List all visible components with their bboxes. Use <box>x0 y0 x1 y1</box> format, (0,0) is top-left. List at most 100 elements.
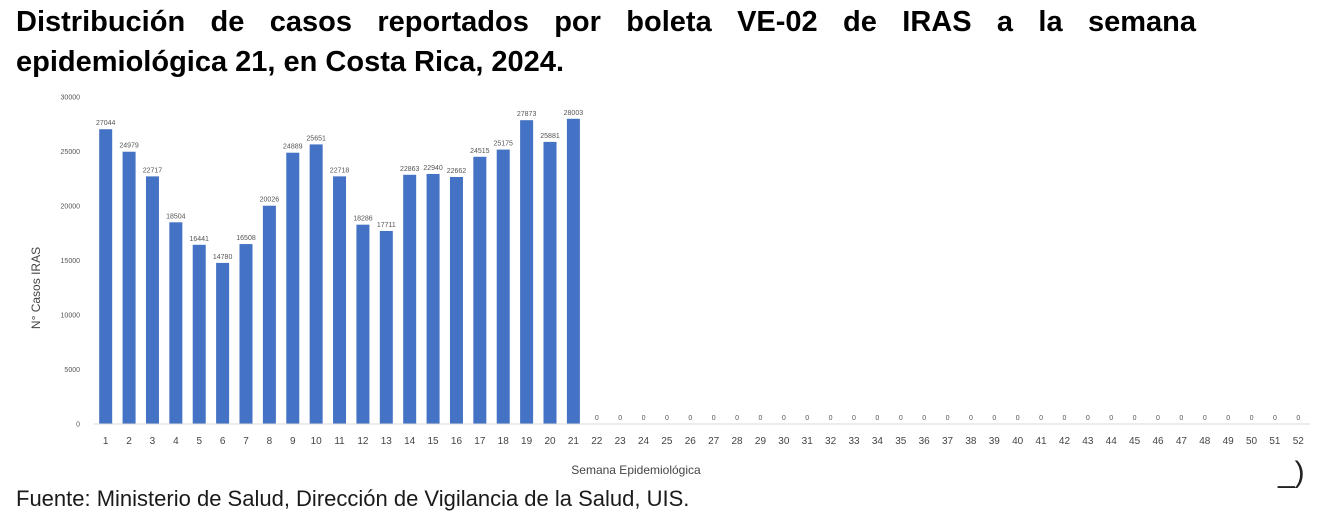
y-tick-label: 10000 <box>61 313 81 320</box>
x-tick-label: 38 <box>965 436 977 447</box>
data-label: 16508 <box>236 235 256 242</box>
bar <box>543 141 557 424</box>
x-tick-label: 50 <box>1246 436 1258 447</box>
x-tick-label: 46 <box>1152 436 1164 447</box>
x-tick-label: 39 <box>989 436 1001 447</box>
x-tick-label: 23 <box>615 436 627 447</box>
x-tick-label: 27 <box>708 436 720 447</box>
x-tick-label: 48 <box>1199 436 1211 447</box>
x-tick-label: 43 <box>1082 436 1094 447</box>
y-tick-label: 20000 <box>61 204 81 211</box>
data-label: 25175 <box>493 141 513 148</box>
data-label: 0 <box>1086 415 1090 422</box>
x-tick-label: 52 <box>1293 436 1305 447</box>
x-tick-label: 24 <box>638 436 650 447</box>
x-tick-label: 31 <box>802 436 814 447</box>
data-label: 16441 <box>189 236 209 243</box>
data-label: 20026 <box>260 197 280 204</box>
data-label: 24979 <box>119 143 139 150</box>
bar <box>239 244 253 424</box>
bar <box>169 222 183 424</box>
data-label: 0 <box>665 415 669 422</box>
y-tick-label: 5000 <box>64 367 80 374</box>
data-label: 22717 <box>143 167 163 174</box>
x-tick-label: 30 <box>778 436 790 447</box>
x-tick-label: 41 <box>1036 436 1048 447</box>
bar <box>286 152 300 424</box>
data-label: 22718 <box>330 167 350 174</box>
data-label: 0 <box>1063 415 1067 422</box>
data-label: 0 <box>688 415 692 422</box>
x-tick-label: 6 <box>220 436 226 447</box>
x-axis: 1 2 3 4 5 6 7 8 9 10 11 12 13 14 15 16 17 18 19 20 21 22 23 24 2… <box>94 423 1310 447</box>
x-tick-label: 47 <box>1176 436 1188 447</box>
x-tick-label: 36 <box>919 436 931 447</box>
x-tick-label: 45 <box>1129 436 1141 447</box>
x-tick-label: 11 <box>334 436 345 447</box>
x-tick-label: 40 <box>1012 436 1024 447</box>
data-label: 27044 <box>96 120 116 127</box>
data-label: 25651 <box>306 135 326 142</box>
x-tick-label: 37 <box>942 436 954 447</box>
x-tick-label: 28 <box>732 436 744 447</box>
x-tick-label: 12 <box>357 436 369 447</box>
x-tick-label: 2 <box>126 436 132 447</box>
data-label: 0 <box>735 415 739 422</box>
bar <box>262 205 276 424</box>
x-tick-label: 49 <box>1223 436 1235 447</box>
bar <box>192 244 206 424</box>
x-axis-title: Semana Epidemiológica <box>571 463 701 477</box>
data-label: 22940 <box>423 165 443 172</box>
x-tick-label: 3 <box>150 436 156 447</box>
data-label: 27873 <box>517 111 537 118</box>
data-label: 22662 <box>447 168 467 175</box>
data-label: 0 <box>1039 415 1043 422</box>
bar <box>566 118 580 424</box>
x-tick-label: 4 <box>173 436 179 447</box>
x-tick-label: 29 <box>755 436 767 447</box>
x-tick-label: 10 <box>311 436 323 447</box>
bar <box>216 262 230 424</box>
data-label: 24515 <box>470 148 490 155</box>
bar <box>99 129 113 424</box>
x-tick-label: 34 <box>872 436 884 447</box>
data-label: 0 <box>805 415 809 422</box>
bar <box>426 173 440 424</box>
x-tick-label: 21 <box>568 436 580 447</box>
bar <box>145 176 159 424</box>
bar <box>309 144 323 424</box>
data-label: 0 <box>829 415 833 422</box>
x-tick-label: 25 <box>661 436 673 447</box>
data-label: 0 <box>852 415 856 422</box>
x-tick-label: 35 <box>895 436 907 447</box>
data-label: 0 <box>946 415 950 422</box>
bar <box>473 156 487 424</box>
x-tick-label: 1 <box>103 436 109 447</box>
data-label: 0 <box>922 415 926 422</box>
x-tick-label: 15 <box>428 436 440 447</box>
x-tick-label: 42 <box>1059 436 1071 447</box>
data-label: 0 <box>1203 415 1207 422</box>
x-tick-label: 20 <box>544 436 556 447</box>
data-label: 0 <box>1273 415 1277 422</box>
data-label: 0 <box>782 415 786 422</box>
y-tick-label: 30000 <box>61 95 81 102</box>
x-tick-label: 19 <box>521 436 533 447</box>
bar <box>356 224 370 424</box>
bar <box>496 149 510 424</box>
data-label: 0 <box>618 415 622 422</box>
y-tick-label: 0 <box>76 422 80 429</box>
x-tick-label: 5 <box>196 436 202 447</box>
data-label: 0 <box>1109 415 1113 422</box>
x-tick-label: 16 <box>451 436 463 447</box>
data-label: 18286 <box>353 216 373 223</box>
data-label: 28003 <box>564 110 584 117</box>
bar <box>122 151 136 425</box>
x-tick-label: 44 <box>1106 436 1118 447</box>
chart-title: Distribución de casos reportados por bol… <box>16 6 1196 78</box>
x-tick-label: 22 <box>591 436 603 447</box>
data-label: 0 <box>1156 415 1160 422</box>
x-tick-label: 18 <box>498 436 510 447</box>
y-axis-title: N° Casos IRAS <box>29 247 43 329</box>
